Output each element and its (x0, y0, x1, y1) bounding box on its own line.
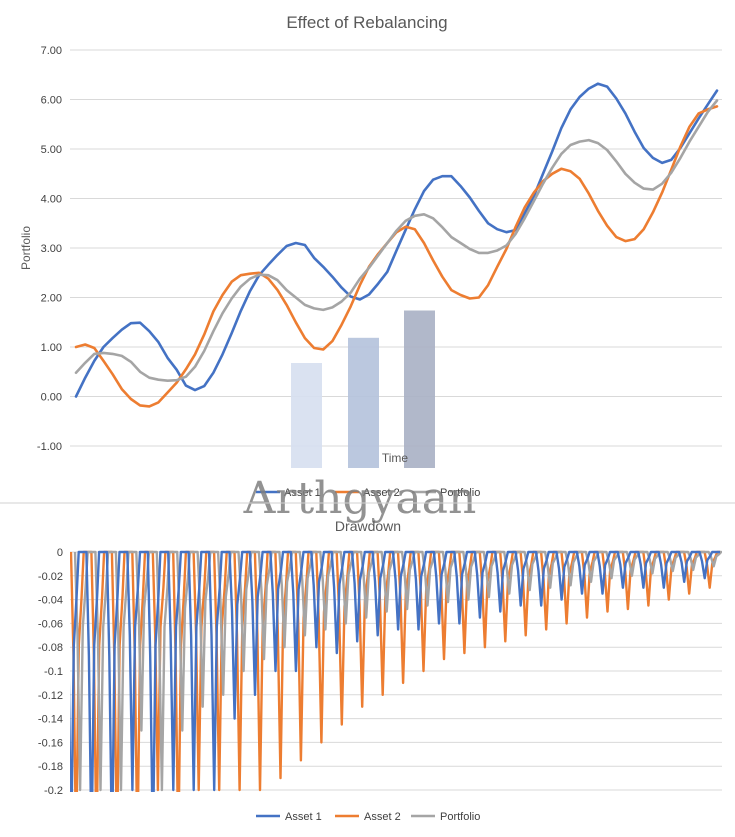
y-tick-label: 6.00 (41, 95, 62, 107)
y-tick-label: -0.06 (38, 618, 63, 630)
series-lines (74, 82, 719, 408)
y-tick-label: -0.2 (44, 785, 63, 797)
y-tick-label: -0.18 (38, 761, 63, 773)
watermark-bar (291, 363, 322, 468)
watermark-text: Arthgyaan (243, 473, 477, 524)
legend-item-portfolio: Portfolio (411, 811, 480, 823)
y-tick-label: -0.04 (38, 595, 63, 607)
y-axis-label: Portfolio (19, 226, 33, 270)
x-axis-label: Time (382, 451, 409, 465)
gridlines (70, 49, 722, 447)
legend-item-asset-2: Asset 2 (335, 811, 401, 823)
drawdown-title: Drawdown (335, 518, 401, 534)
legend-item-asset-1: Asset 1 (256, 487, 321, 499)
y-tick-label: 0.00 (41, 392, 62, 404)
y-tick-label: 2.00 (41, 293, 62, 305)
drawdown-chart: Drawdown 0 -0.02 -0.04 -0.06 -0.08 -0.1 -0.12 -… (38, 518, 722, 823)
y-tick-label: 0 (57, 547, 63, 559)
y-tick-label: -0.16 (38, 737, 63, 749)
legend-label: Asset 1 (285, 811, 322, 823)
legend-item-portfolio: Portfolio (412, 487, 480, 499)
y-tick-label: -1.00 (37, 441, 62, 453)
series-line-portfolio (74, 99, 719, 382)
legend-label: Portfolio (440, 487, 480, 499)
drawdown-line-portfolio (73, 550, 722, 792)
rebalancing-chart: Effect of Rebalancing 7.00 6.00 5.00 4.00 3.… (19, 13, 722, 524)
legend-label: Asset 2 (363, 487, 400, 499)
series-lines (70, 550, 722, 792)
y-tick-label: 1.00 (41, 342, 62, 354)
watermark-bars (291, 310, 435, 468)
legend: Asset 1 Asset 2 Portfolio (256, 487, 480, 499)
drawdown-line-asset-1 (70, 550, 720, 792)
legend: Asset 1 Asset 2 Portfolio (256, 811, 480, 823)
watermark-bar (348, 337, 379, 468)
y-tick-label: -0.12 (38, 690, 63, 702)
y-tick-label: 5.00 (41, 144, 62, 156)
legend-item-asset-2: Asset 2 (335, 487, 400, 499)
legend-item-asset-1: Asset 1 (256, 811, 322, 823)
legend-label: Asset 2 (364, 811, 401, 823)
y-tick-label: 7.00 (41, 45, 62, 57)
y-tick-label: 3.00 (41, 243, 62, 255)
y-tick-label: -0.14 (38, 714, 63, 726)
legend-label: Portfolio (440, 811, 480, 823)
watermark-bar (404, 310, 435, 468)
legend-label: Asset 1 (284, 487, 321, 499)
y-tick-labels: 7.00 6.00 5.00 4.00 3.00 2.00 1.00 0.00 -1.00 (37, 45, 62, 453)
y-tick-labels: 0 -0.02 -0.04 -0.06 -0.08 -0.1 -0.12 -0.14 -0.16… (38, 547, 63, 797)
y-tick-label: -0.08 (38, 642, 63, 654)
series-line-asset-2 (74, 105, 719, 408)
y-tick-label: -0.1 (44, 666, 63, 678)
chart-title: Effect of Rebalancing (286, 13, 447, 32)
series-line-asset-1 (74, 82, 719, 398)
y-tick-label: -0.02 (38, 571, 63, 583)
y-tick-label: 4.00 (41, 194, 62, 206)
